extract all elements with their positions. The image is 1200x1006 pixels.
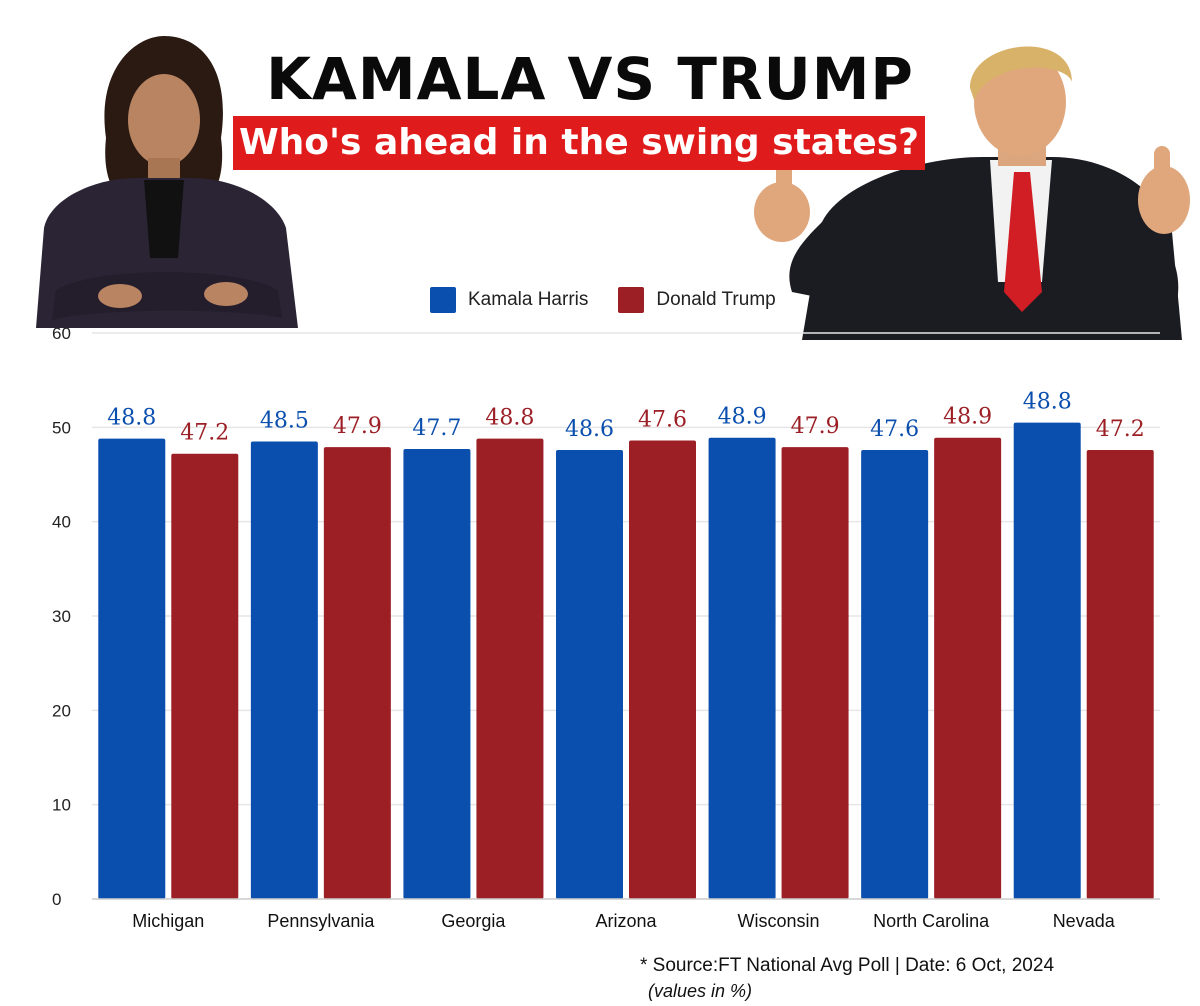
page-subtitle: Who's ahead in the swing states? xyxy=(238,122,920,163)
x-category-label: Arizona xyxy=(595,911,657,931)
y-tick-label: 30 xyxy=(52,607,71,626)
value-label-trump: 48.8 xyxy=(485,406,534,431)
x-category-label: Georgia xyxy=(441,911,506,931)
y-tick-label: 10 xyxy=(52,796,71,815)
bar-harris xyxy=(250,441,318,899)
legend-label-harris: Kamala Harris xyxy=(468,289,589,310)
y-tick-label: 20 xyxy=(52,701,71,720)
bar-trump xyxy=(171,453,239,899)
bar-harris xyxy=(708,437,776,899)
y-tick-label: 0 xyxy=(52,890,61,909)
bar-harris xyxy=(98,438,166,899)
source-note: * Source:FT National Avg Poll | Date: 6 … xyxy=(640,955,1055,976)
y-tick-label: 60 xyxy=(52,324,71,343)
legend-item-harris: Kamala Harris xyxy=(430,287,588,313)
x-category-label: Michigan xyxy=(132,911,204,931)
legend-swatch-trump xyxy=(618,287,645,313)
legend-swatch-harris xyxy=(430,287,456,313)
bar-trump xyxy=(1086,449,1154,899)
page-title: KAMALA VS TRUMP xyxy=(266,45,914,113)
value-label-harris: 48.6 xyxy=(565,417,614,442)
units-note: (values in %) xyxy=(648,981,753,1001)
kamala-harris-photo xyxy=(36,36,298,328)
bar-trump xyxy=(629,440,696,899)
x-category-label: Pennsylvania xyxy=(267,911,375,931)
bar-harris xyxy=(403,449,471,899)
x-category-label: North Carolina xyxy=(873,911,990,931)
value-label-trump: 47.2 xyxy=(180,421,229,446)
value-label-trump: 47.9 xyxy=(333,414,382,439)
value-label-harris: 48.8 xyxy=(1023,390,1072,415)
value-label-harris: 48.9 xyxy=(718,405,767,430)
bar-harris xyxy=(556,449,623,899)
value-label-harris: 48.8 xyxy=(107,406,156,431)
value-label-trump: 47.2 xyxy=(1096,417,1145,442)
y-tick-label: 40 xyxy=(52,513,71,532)
value-label-trump: 47.6 xyxy=(638,408,687,433)
donald-trump-photo xyxy=(754,46,1190,340)
bar-trump xyxy=(781,447,849,899)
bar-trump xyxy=(934,437,1002,899)
bar-trump xyxy=(476,438,544,899)
chart-legend: Kamala Harris Donald Trump xyxy=(430,285,806,315)
legend-label-trump: Donald Trump xyxy=(656,289,776,310)
value-label-trump: 47.9 xyxy=(791,414,840,439)
bar-harris xyxy=(861,449,929,899)
value-label-harris: 47.7 xyxy=(412,416,461,441)
bar-harris xyxy=(1013,422,1081,899)
value-label-harris: 47.6 xyxy=(870,417,919,442)
legend-item-trump: Donald Trump xyxy=(618,287,776,313)
subtitle-band xyxy=(233,116,925,170)
value-label-harris: 48.5 xyxy=(260,408,309,433)
x-category-label: Nevada xyxy=(1053,911,1116,931)
bar-trump xyxy=(323,447,391,899)
y-tick-label: 50 xyxy=(52,418,71,437)
x-category-label: Wisconsin xyxy=(738,911,820,931)
value-label-trump: 48.9 xyxy=(943,405,992,430)
